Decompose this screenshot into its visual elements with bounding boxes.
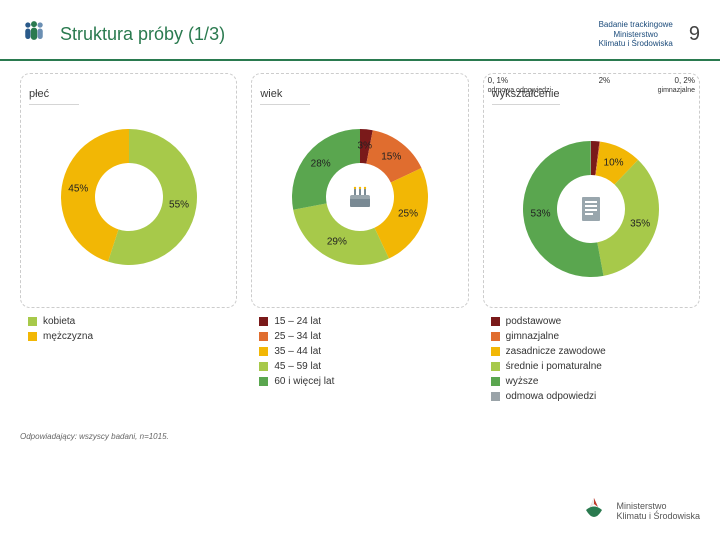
ministry-logo-icon: [580, 495, 608, 528]
tracking-line: Badanie trackingowe: [599, 20, 673, 30]
slice-label: 10%: [604, 158, 624, 169]
charts-row: płeć 55% 45% wiek 3% 15% 25% 29% 28% wykształ…: [0, 61, 720, 308]
callouts: 0, 1%odmowa odpowiedzi 2% 0, 2%gimnazjal…: [484, 76, 699, 94]
legend-label: wyższe: [506, 376, 539, 387]
donut-plec: 55% 45%: [49, 117, 209, 277]
legend-label: 15 – 24 lat: [274, 316, 321, 327]
legend-wyksz: podstawowe gimnazjalne zasadnicze zawodowe…: [483, 308, 700, 414]
legend-swatch: [259, 347, 268, 356]
panel-wyksztalcenie: wykształcenie 0, 1%odmowa odpowiedzi 2% …: [483, 73, 700, 308]
legends-row: kobieta mężczyzna 15 – 24 lat 25 – 34 lat 3…: [0, 308, 720, 414]
panel-title: płeć: [29, 88, 79, 105]
legend-label: 25 – 34 lat: [274, 331, 321, 342]
legend-swatch: [491, 377, 500, 386]
slice-label: 35%: [630, 218, 650, 229]
legend-swatch: [259, 332, 268, 341]
page-title: Struktura próby (1/3): [60, 24, 599, 45]
legend-label: mężczyzna: [43, 331, 93, 342]
legend-item: gimnazjalne: [491, 331, 692, 342]
footer: Ministerstwo Klimatu i Środowiska: [580, 495, 700, 528]
tracking-line: Klimatu i Środowiska: [599, 39, 673, 49]
panel-wiek: wiek 3% 15% 25% 29% 28%: [251, 73, 468, 308]
legend-item: kobieta: [28, 316, 229, 327]
slice-label: 55%: [169, 199, 189, 210]
header: Struktura próby (1/3) Badanie trackingow…: [0, 0, 720, 61]
legend-swatch: [491, 392, 500, 401]
donut-wyksz: 10% 35% 53%: [511, 129, 671, 289]
callout: 0, 2%gimnazjalne: [658, 76, 695, 94]
legend-label: odmowa odpowiedzi: [506, 391, 597, 402]
slice-label: 45%: [68, 184, 88, 195]
callout: 2%: [599, 76, 611, 94]
legend-item: 25 – 34 lat: [259, 331, 460, 342]
legend-item: 15 – 24 lat: [259, 316, 460, 327]
legend-item: 35 – 44 lat: [259, 346, 460, 357]
legend-item: 45 – 59 lat: [259, 361, 460, 372]
document-icon: [578, 194, 604, 224]
panel-title: wiek: [260, 88, 310, 105]
legend-label: 60 i więcej lat: [274, 376, 334, 387]
legend-item: średnie i pomaturalne: [491, 361, 692, 372]
slice-label: 15%: [381, 151, 401, 162]
slice-label: 53%: [531, 208, 551, 219]
legend-item: wyższe: [491, 376, 692, 387]
legend-item: mężczyzna: [28, 331, 229, 342]
legend-swatch: [28, 317, 37, 326]
legend-item: odmowa odpowiedzi: [491, 391, 692, 402]
panel-plec: płeć 55% 45%: [20, 73, 237, 308]
footer-text: Ministerstwo Klimatu i Środowiska: [616, 502, 700, 522]
legend-swatch: [491, 317, 500, 326]
footnote: Odpowiadający: wszyscy badani, n=1015.: [0, 414, 720, 441]
tracking-line: Ministerstwo: [599, 30, 673, 40]
page-number: 9: [689, 23, 700, 46]
ministry-line: Klimatu i Środowiska: [616, 512, 700, 522]
callout: 0, 1%odmowa odpowiedzi: [488, 76, 551, 94]
legend-label: podstawowe: [506, 316, 562, 327]
legend-wiek: 15 – 24 lat 25 – 34 lat 35 – 44 lat 45 – 59…: [251, 308, 468, 414]
donut-wiek: 3% 15% 25% 29% 28%: [280, 117, 440, 277]
legend-label: zasadnicze zawodowe: [506, 346, 606, 357]
legend-swatch: [259, 317, 268, 326]
slice-label: 3%: [358, 141, 372, 152]
legend-swatch: [28, 332, 37, 341]
legend-label: średnie i pomaturalne: [506, 361, 602, 372]
legend-label: gimnazjalne: [506, 331, 559, 342]
legend-item: zasadnicze zawodowe: [491, 346, 692, 357]
legend-plec: kobieta mężczyzna: [20, 308, 237, 414]
cake-icon: [345, 182, 375, 212]
legend-label: kobieta: [43, 316, 75, 327]
people-icon: [20, 18, 48, 51]
tracking-label: Badanie trackingowe Ministerstwo Klimatu…: [599, 20, 673, 49]
legend-swatch: [491, 347, 500, 356]
legend-item: podstawowe: [491, 316, 692, 327]
legend-item: 60 i więcej lat: [259, 376, 460, 387]
legend-swatch: [259, 377, 268, 386]
legend-label: 45 – 59 lat: [274, 361, 321, 372]
slice-label: 28%: [311, 159, 331, 170]
legend-swatch: [491, 362, 500, 371]
legend-label: 35 – 44 lat: [274, 346, 321, 357]
donut-slice: [293, 203, 389, 265]
legend-swatch: [259, 362, 268, 371]
slice-label: 29%: [327, 237, 347, 248]
slice-label: 25%: [398, 209, 418, 220]
legend-swatch: [491, 332, 500, 341]
